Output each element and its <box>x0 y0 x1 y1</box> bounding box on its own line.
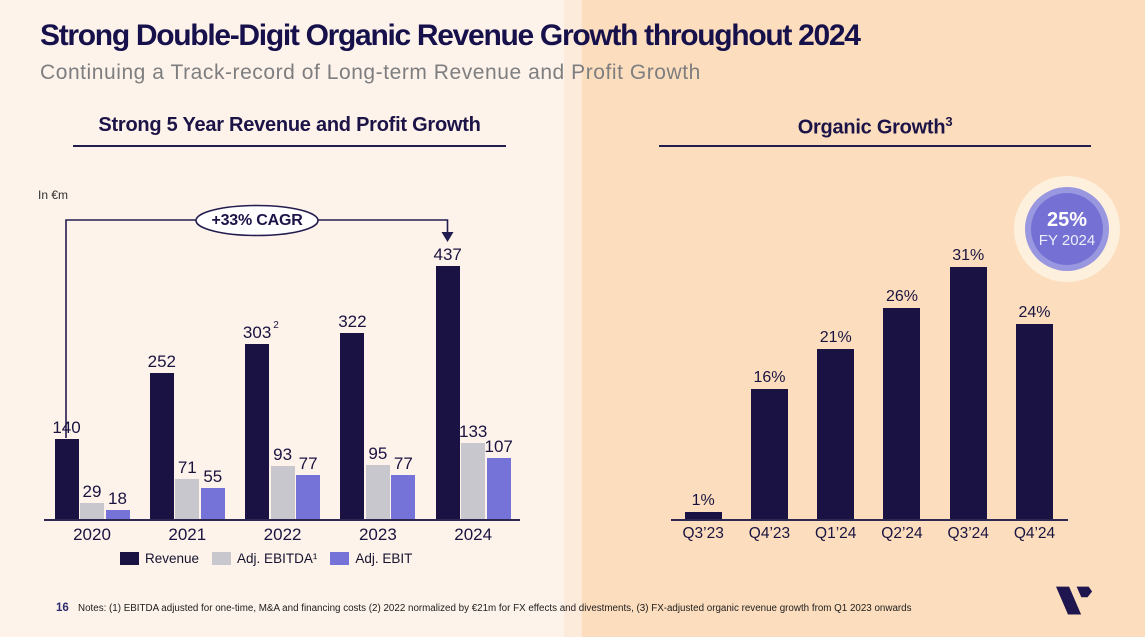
fy2024-growth-badge: 25% FY 2024 <box>1014 176 1120 282</box>
unit-label: In €m <box>38 188 69 202</box>
right-chart-bar-value: 24% <box>1018 304 1051 322</box>
right-chart-title-underline <box>659 145 1091 147</box>
left-chart-bar-value: 71 <box>177 457 197 477</box>
left-chart-bar-value: 29 <box>82 482 102 502</box>
legend-label: Adj. EBIT <box>355 551 413 566</box>
left-chart-bar <box>105 509 130 520</box>
left-chart-category-label: 2023 <box>358 525 397 544</box>
right-chart-bar <box>883 307 921 520</box>
left-chart-bar <box>365 464 390 520</box>
left-chart-bar <box>175 478 200 520</box>
left-chart-bar-value: 77 <box>393 454 413 474</box>
left-chart-bar <box>80 503 104 520</box>
right-chart-bar <box>949 267 987 520</box>
cagr-label: +33% CAGR <box>211 212 303 229</box>
left-chart-bar <box>149 373 174 520</box>
legend-swatch <box>212 552 232 565</box>
left-chart-bar-value: 77 <box>298 454 318 474</box>
left-chart-bar <box>270 465 295 520</box>
left-chart-category-label: 2024 <box>454 525 493 544</box>
left-chart-axis <box>44 519 520 521</box>
legend-item: Adj. EBITDA¹ <box>212 551 317 566</box>
right-chart-category-label: Q4’23 <box>748 525 791 542</box>
left-chart-title-underline <box>73 145 506 147</box>
left-chart-bar-value: 95 <box>368 443 388 463</box>
right-chart-bar <box>684 511 722 520</box>
left-chart-bar-value: 133 <box>459 421 488 441</box>
left-chart-legend: Revenue Adj. EBITDA¹ Adj. EBIT <box>120 551 412 566</box>
left-chart-bar-value: 140 <box>52 417 81 437</box>
page-title: Strong Double-Digit Organic Revenue Grow… <box>40 19 861 52</box>
right-chart-category-label: Q3’23 <box>682 525 724 542</box>
left-chart-bar <box>200 487 225 520</box>
left-chart-bar <box>461 442 486 520</box>
legend-swatch <box>120 552 139 565</box>
left-chart-bar-value: 93 <box>273 444 293 464</box>
right-chart-title: Organic Growth3 <box>797 114 953 139</box>
right-chart-bar <box>817 348 855 520</box>
footer-notes: Notes: (1) EBITDA adjusted for one-time,… <box>78 603 912 614</box>
legend-label: Revenue <box>145 551 200 566</box>
legend-item: Revenue <box>120 551 199 566</box>
right-chart-bar-value: 16% <box>753 369 786 387</box>
legend-label: Adj. EBITDA¹ <box>237 551 318 566</box>
right-chart-axis <box>671 519 1068 521</box>
left-chart-bar <box>391 475 416 520</box>
right-chart-bar-value: 26% <box>885 287 918 305</box>
badge-sublabel: FY 2024 <box>1038 231 1096 249</box>
left-chart-bar <box>486 457 511 520</box>
left-chart-bar-value: 18 <box>108 488 127 508</box>
left-chart-category-label: 2021 <box>168 525 207 544</box>
right-chart-category-label: Q3’24 <box>947 525 989 542</box>
left-chart-category-label: 2020 <box>73 525 111 544</box>
left-chart-title: Strong 5 Year Revenue and Profit Growth <box>98 114 481 136</box>
right-chart-category-label: Q1’24 <box>815 525 857 542</box>
legend-swatch <box>330 552 350 565</box>
right-chart-bar-value: 1% <box>691 491 715 509</box>
right-chart-category-label: Q4’24 <box>1013 525 1056 542</box>
right-chart-category-label: Q2’24 <box>881 525 923 542</box>
badge-value: 25% <box>1046 208 1088 231</box>
background-transition-band <box>564 0 582 637</box>
left-chart-bar <box>340 332 365 520</box>
left-chart-bar <box>435 265 460 520</box>
left-chart-bar <box>296 475 321 520</box>
left-chart-bar-value: 322 <box>338 311 367 331</box>
left-chart-bar <box>54 438 79 520</box>
page-number: 16 <box>56 602 69 614</box>
right-chart-bar <box>750 389 788 520</box>
left-chart-category-label: 2022 <box>263 525 302 544</box>
right-chart-bar-value: 21% <box>819 328 852 346</box>
badge-ring: 25% FY 2024 <box>1025 187 1109 271</box>
page-subtitle: Continuing a Track-record of Long-term R… <box>40 61 701 84</box>
left-chart-bar <box>245 343 270 520</box>
right-chart-bar-value: 31% <box>952 247 985 265</box>
left-chart-bar-value: 55 <box>203 466 223 486</box>
company-logo <box>1056 586 1093 615</box>
right-panel-background <box>582 0 1145 637</box>
left-chart-bar-value: 437 <box>433 244 462 264</box>
badge-circle: 25% FY 2024 <box>1031 193 1103 265</box>
right-chart-bar <box>1016 324 1053 520</box>
left-chart-bar-value: 107 <box>484 436 513 456</box>
legend-item: Adj. EBIT <box>330 551 412 566</box>
left-chart-bar-value: 303 2 <box>242 319 279 342</box>
left-chart-bar-value: 252 <box>147 352 176 372</box>
